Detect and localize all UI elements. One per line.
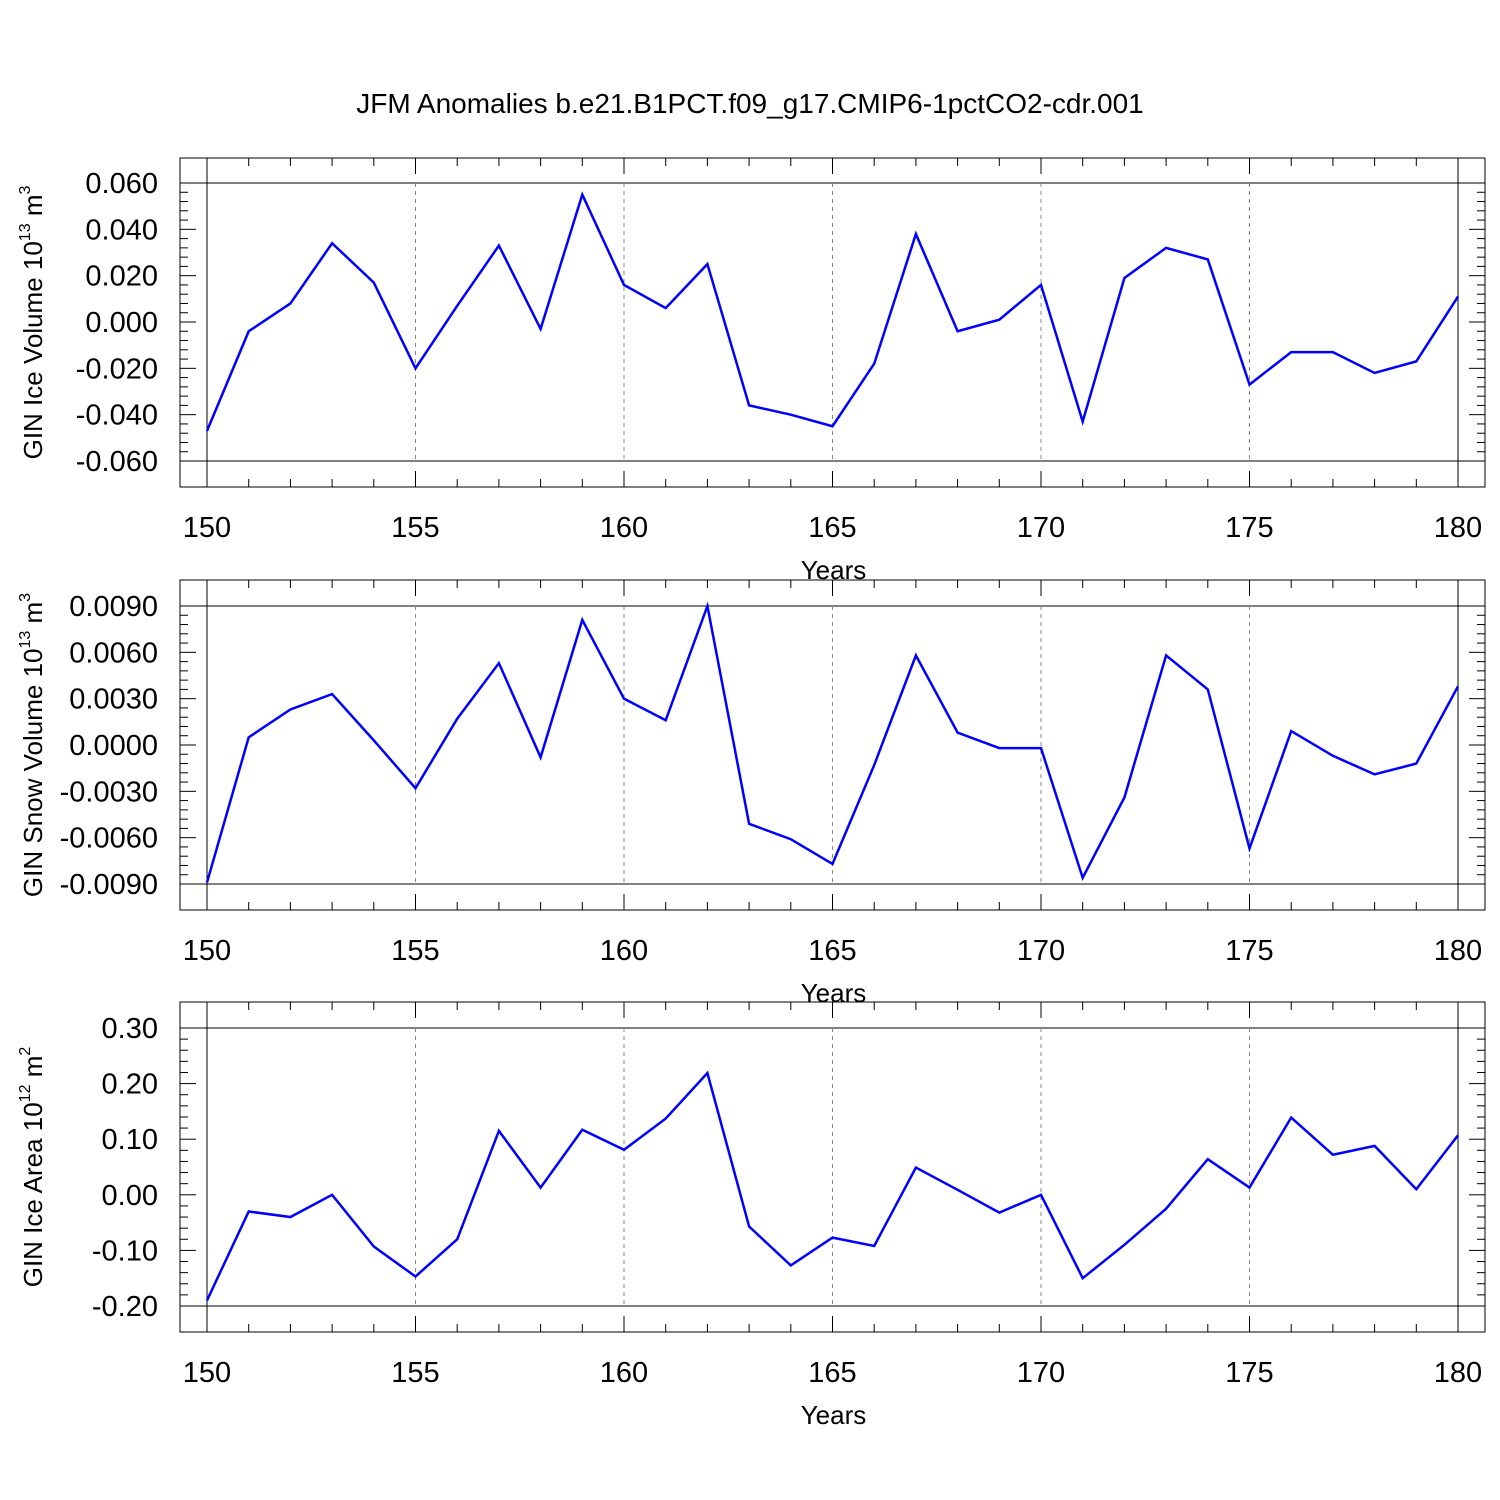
y-tick-label: 0.060 (85, 168, 158, 200)
y-tick-label: 0.000 (85, 307, 158, 339)
y-tick-label: 0.10 (102, 1124, 158, 1156)
x-tick-label: 155 (391, 1357, 439, 1389)
y-axis-title: GIN Ice Area 1012 m2 (17, 1047, 48, 1288)
x-tick-label: 170 (1017, 1357, 1065, 1389)
y-tick-label: 0.20 (102, 1069, 158, 1101)
y-tick-label: 0.0090 (69, 591, 158, 623)
y-tick-label: -0.10 (92, 1235, 158, 1267)
y-tick-label: 0.30 (102, 1013, 158, 1045)
y-tick-label: -0.040 (76, 400, 158, 432)
x-tick-label: 180 (1434, 512, 1482, 544)
y-tick-label: 0.0060 (69, 637, 158, 669)
x-axis-title: Years (801, 978, 867, 1008)
x-tick-label: 160 (600, 1357, 648, 1389)
y-tick-label: -0.020 (76, 353, 158, 385)
y-tick-label: 0.040 (85, 214, 158, 246)
x-tick-label: 150 (183, 512, 231, 544)
y-tick-label: -0.0090 (60, 869, 158, 901)
x-tick-label: 150 (183, 1357, 231, 1389)
x-axis-title: Years (801, 1400, 867, 1430)
x-tick-label: 165 (808, 512, 856, 544)
chart-title: JFM Anomalies b.e21.B1PCT.f09_g17.CMIP6-… (356, 88, 1144, 119)
x-tick-label: 175 (1225, 935, 1273, 967)
x-tick-label: 155 (391, 935, 439, 967)
y-tick-label: 0.020 (85, 261, 158, 293)
series-line (205, 1070, 1459, 1301)
y-tick-label: 0.00 (102, 1180, 158, 1212)
series-line (205, 601, 1460, 883)
x-tick-label: 165 (808, 935, 856, 967)
x-tick-label: 160 (600, 935, 648, 967)
y-tick-label: 0.0030 (69, 684, 158, 716)
x-tick-label: 155 (391, 512, 439, 544)
y-tick-label: -0.060 (76, 446, 158, 478)
x-tick-label: 150 (183, 935, 231, 967)
x-tick-label: 165 (808, 1357, 856, 1389)
x-tick-label: 180 (1434, 935, 1482, 967)
y-axis-title: GIN Snow Volume 1013 m3 (17, 593, 48, 897)
y-tick-label: -0.0060 (60, 823, 158, 855)
y-tick-label: 0.0000 (69, 730, 158, 762)
x-tick-label: 180 (1434, 1357, 1482, 1389)
x-tick-label: 175 (1225, 1357, 1273, 1389)
x-tick-label: 170 (1017, 935, 1065, 967)
series-line (205, 191, 1460, 432)
y-axis-title: GIN Ice Volume 1013 m3 (17, 185, 48, 459)
x-tick-label: 160 (600, 512, 648, 544)
x-tick-label: 175 (1225, 512, 1273, 544)
y-tick-label: -0.20 (92, 1291, 158, 1323)
x-tick-label: 170 (1017, 512, 1065, 544)
y-tick-label: -0.0030 (60, 776, 158, 808)
